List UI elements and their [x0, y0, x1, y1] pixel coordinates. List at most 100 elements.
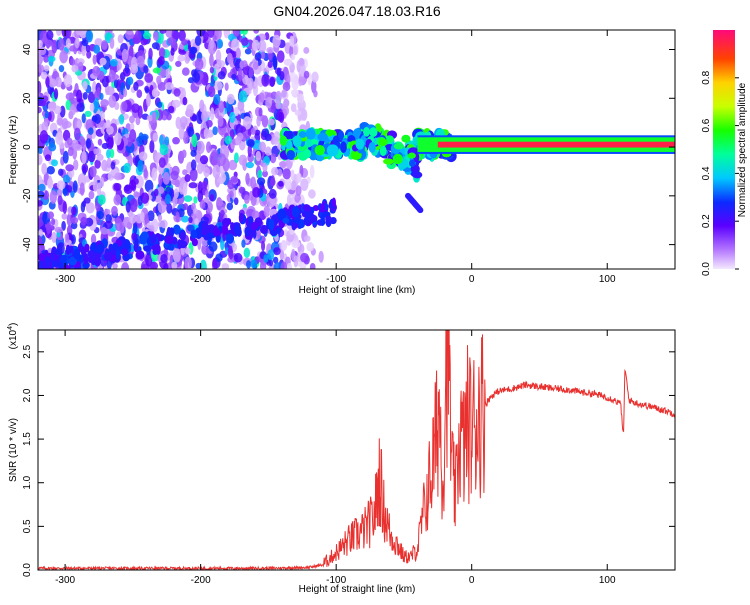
spectrogram-cell: [132, 222, 138, 235]
spectrogram-cell: [64, 30, 72, 39]
spectrogram-cell: [38, 259, 46, 269]
spectrogram-cell: [303, 149, 311, 159]
spectrogram-cell: [146, 114, 154, 122]
spectrogram-cell: [62, 201, 68, 214]
spectrogram-cell: [286, 149, 296, 160]
spectrogram-cell: [104, 131, 109, 142]
spectrogram-cell: [44, 154, 52, 162]
spectrogram-cell: [38, 81, 42, 95]
spectrogram-cell: [81, 113, 86, 124]
spectrogram-cell: [66, 246, 74, 254]
spectrogram-cell: [217, 71, 226, 80]
spectrogram-cell: [262, 170, 268, 178]
spectrogram-cell: [194, 35, 202, 46]
spectrogram-cell: [317, 132, 328, 142]
spectrogram-cell: [151, 42, 160, 50]
spectrogram-cell: [47, 55, 56, 62]
spectrogram-cell: [238, 212, 244, 223]
spectrogram-cell: [225, 218, 232, 225]
spectrogram-cell: [101, 142, 110, 150]
spectrogram-cell: [311, 79, 317, 94]
colorbar-tick-label: 0.2: [701, 214, 712, 228]
spectrogram-cell: [233, 152, 239, 164]
spectrogram-cell: [75, 30, 83, 36]
spectrogram-cell: [209, 107, 215, 121]
spectrogram-cell: [85, 30, 93, 41]
spectrogram-cell: [106, 157, 112, 169]
spectrogram-cell: [215, 49, 222, 64]
spectrogram-cell: [417, 207, 424, 214]
spectrogram-cell: [368, 141, 376, 153]
spectrogram-cell: [235, 47, 241, 59]
spectrogram-cell: [71, 206, 77, 216]
spectrogram-cell: [158, 30, 164, 45]
spectrogram-cell: [243, 247, 251, 259]
spectrogram-cell: [276, 67, 281, 77]
spectrogram-cell: [258, 39, 267, 53]
spectrogram-cell: [184, 53, 190, 64]
spectrogram-cell: [257, 169, 263, 179]
spectrogram-cell: [182, 203, 189, 211]
spectrogram-cell: [309, 164, 315, 179]
spectrogram-cell: [182, 96, 188, 106]
spectrogram-cell: [303, 70, 310, 79]
spectrogram-cell: [150, 233, 157, 244]
spectrogram-cell: [266, 46, 275, 54]
spectrogram-cell: [173, 88, 181, 97]
spectrogram-cell: [278, 161, 288, 168]
spectrogram-cell: [61, 117, 69, 130]
spectrogram-cell: [250, 259, 258, 269]
spectrogram-cell: [290, 103, 297, 113]
spectrogram-y-ticks: -40 -20 0 20 40: [22, 44, 675, 252]
spectrogram-cell: [195, 226, 205, 237]
spectrogram-cell: [128, 45, 134, 59]
spectrogram-cell: [272, 55, 278, 69]
spectrogram-cell: [201, 221, 209, 233]
spectrogram-cell: [293, 255, 299, 268]
spectrogram-cell: [63, 264, 71, 269]
spectrogram-cell: [238, 154, 248, 166]
spectrogram-cell: [166, 226, 172, 238]
spectrogram-y-tick-label: -40: [22, 237, 33, 252]
spectrogram-cell: [337, 130, 345, 141]
spectrogram-cell: [94, 97, 100, 112]
spectrogram-cell: [382, 158, 394, 165]
spectrogram-cell: [258, 92, 265, 103]
spectrogram-cell: [92, 54, 97, 65]
spectrogram-cell: [221, 224, 229, 235]
spectrogram-cell: [268, 188, 277, 199]
spectrogram-cell: [265, 146, 272, 156]
spectrogram-cell: [57, 188, 63, 197]
spectrogram-cell: [225, 233, 234, 244]
snr-x-tick-label: -300: [55, 575, 75, 586]
spectrogram-cell: [289, 35, 295, 47]
spectrogram-cell: [217, 153, 227, 167]
spectrogram-cell: [277, 168, 283, 177]
spectrogram-cell: [231, 73, 237, 81]
spectrogram-cell: [291, 206, 300, 218]
spectrogram-y-tick-label: 0: [22, 144, 33, 150]
spectrogram-cell: [282, 217, 290, 224]
spectrogram-cell: [261, 240, 266, 252]
spectrogram-cell: [92, 80, 97, 95]
spectrogram-cell: [56, 180, 66, 190]
spectrogram-cell: [128, 213, 137, 224]
spectrogram-cell: [172, 224, 181, 235]
spectrogram-cell: [191, 238, 198, 247]
spectrogram-cell: [143, 168, 148, 179]
spectrogram-cell: [137, 105, 143, 119]
spectrogram-cell: [275, 90, 282, 104]
spectrogram-cell: [260, 51, 266, 60]
spectrogram-cell: [211, 149, 219, 158]
spectrogram-cell: [70, 216, 79, 224]
spectrogram-cell: [212, 126, 218, 136]
spectrogram-cell: [172, 196, 178, 207]
spectrogram-cell: [113, 194, 122, 206]
spectrogram-cell: [114, 132, 122, 146]
spectrogram-cell: [144, 73, 154, 83]
spectrogram-cell: [233, 224, 242, 235]
spectrogram-cell: [53, 88, 59, 100]
spectrogram-cell: [272, 34, 281, 48]
spectrogram-cell: [129, 122, 135, 131]
spectrogram-cell: [218, 100, 225, 113]
